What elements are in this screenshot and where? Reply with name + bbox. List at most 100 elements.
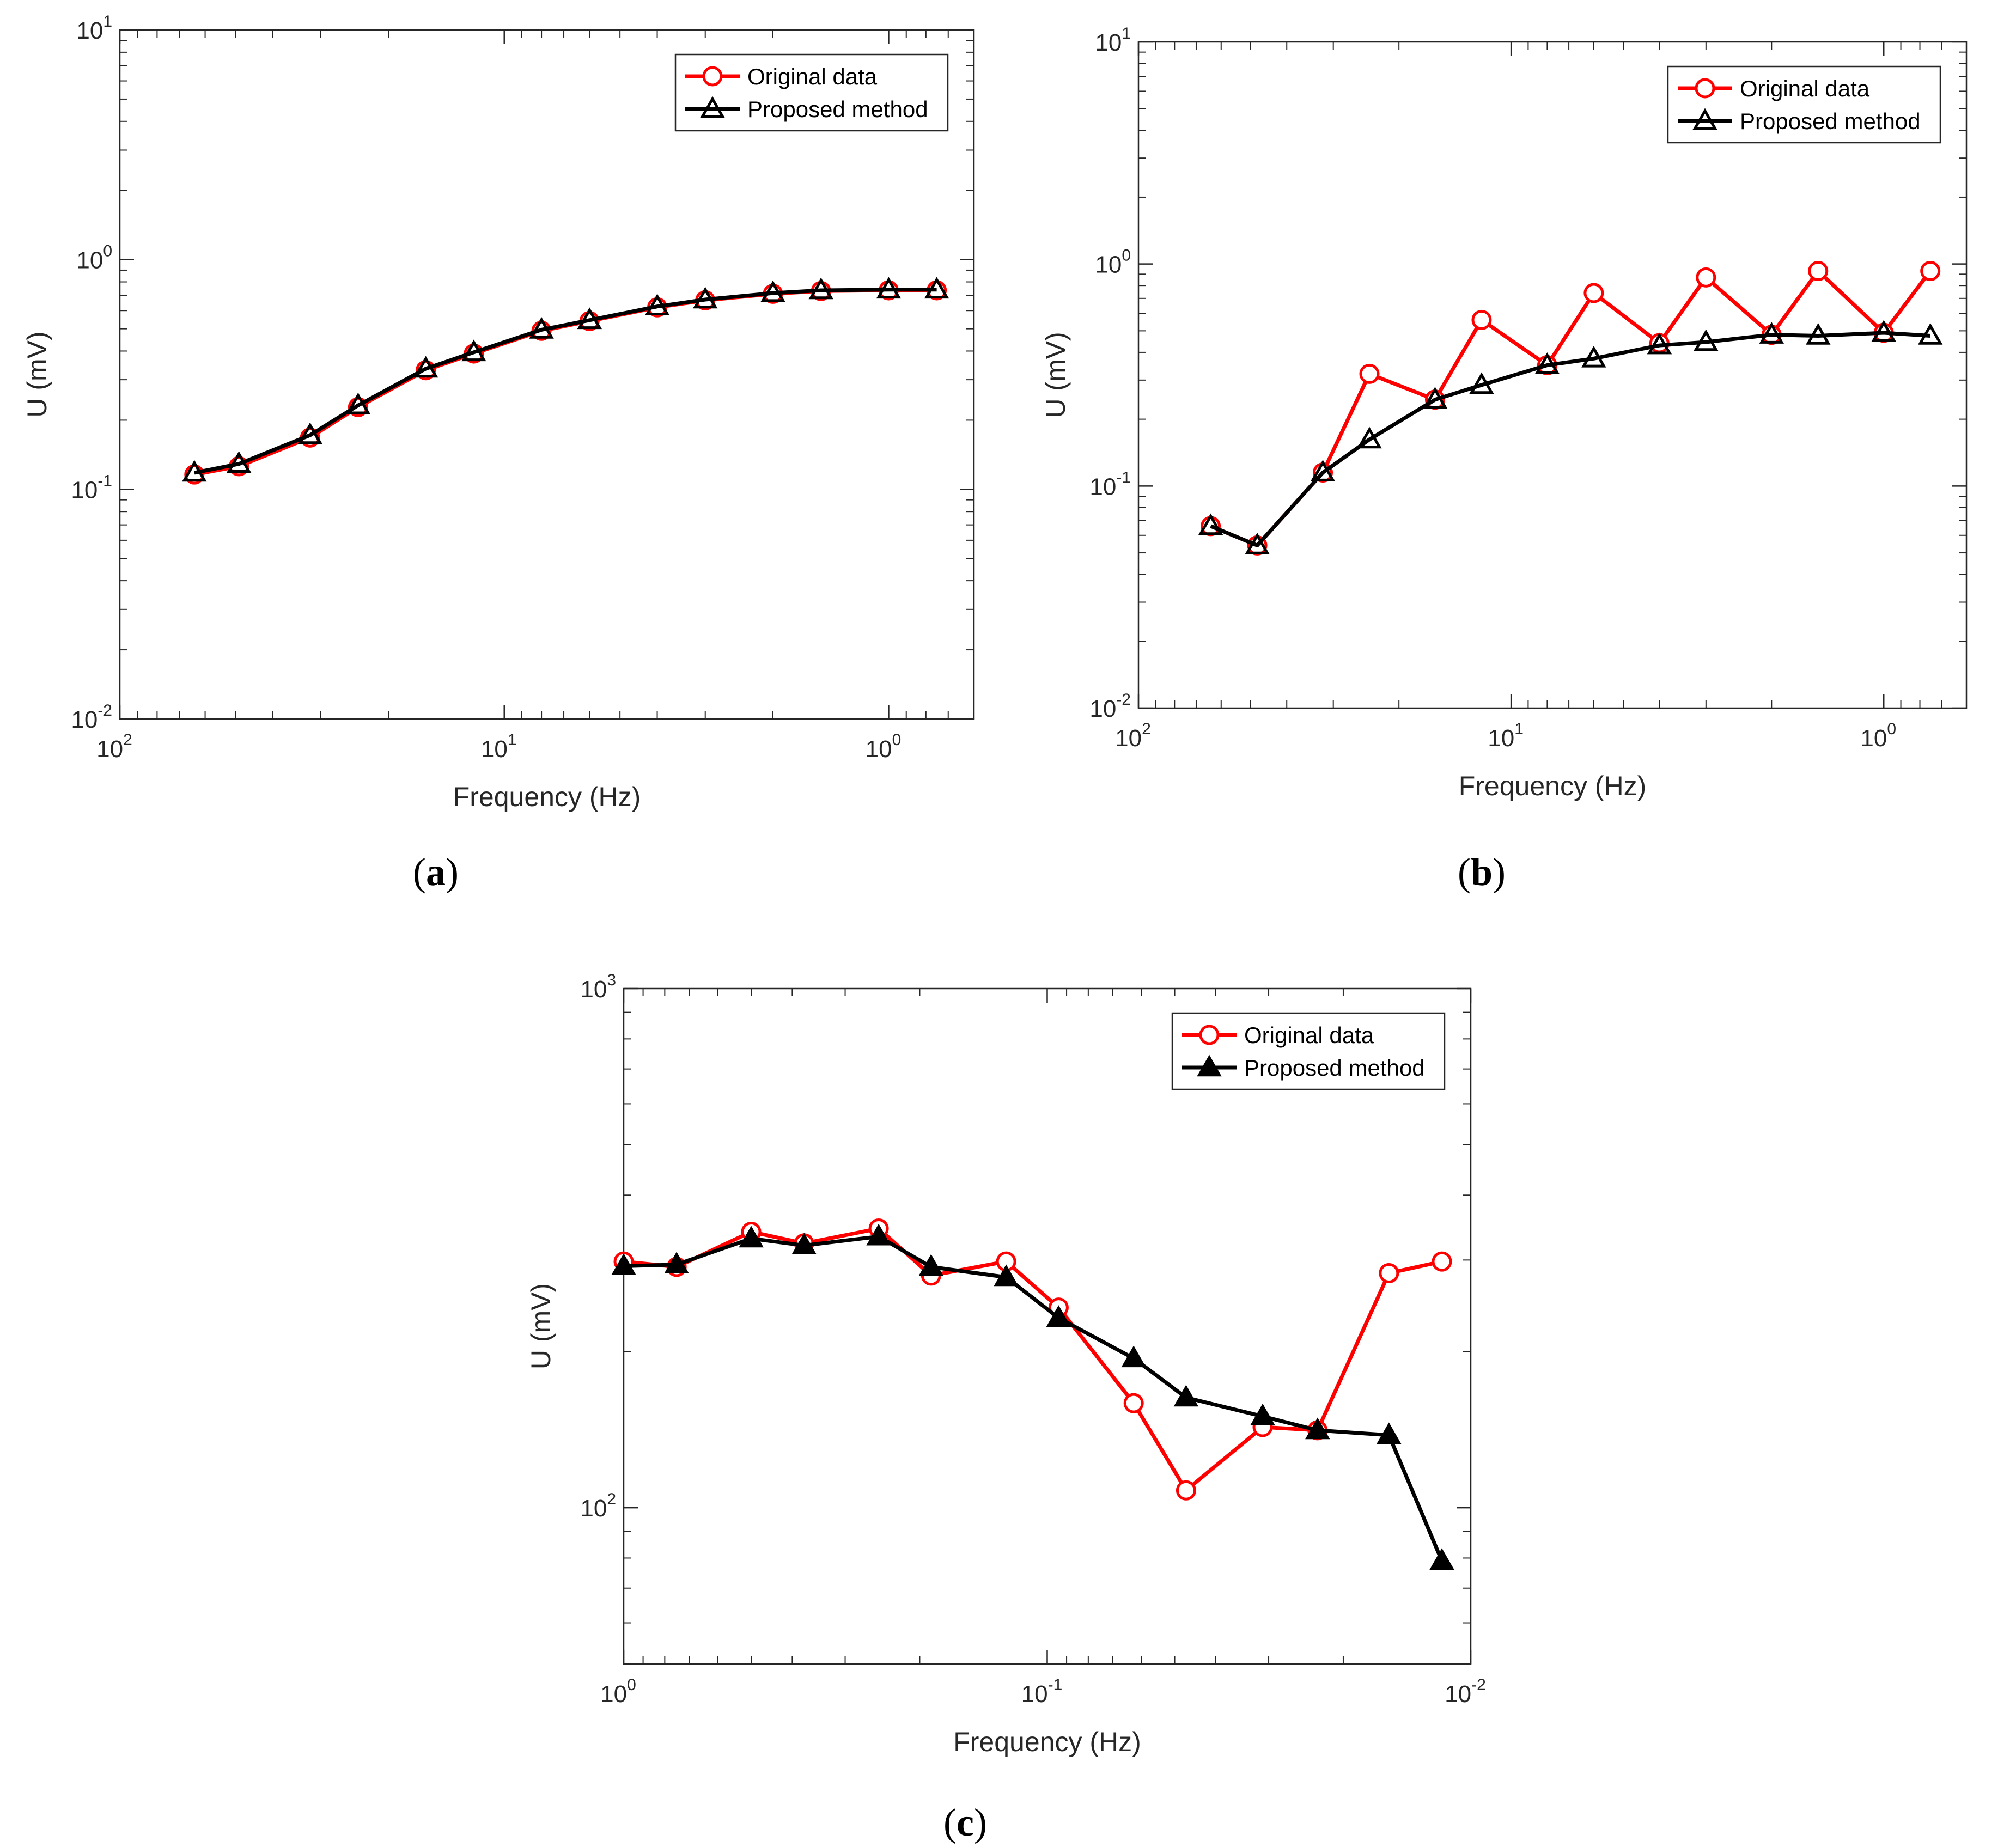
legend-label: Proposed method bbox=[747, 96, 928, 122]
marker-triangle bbox=[760, 280, 785, 302]
x-axis-title: Frequency (Hz) bbox=[953, 1727, 1141, 1757]
text-span: 0 bbox=[1122, 247, 1131, 265]
text-span: 0 bbox=[103, 242, 112, 260]
text-span: 10 bbox=[600, 1681, 627, 1708]
text-span: 10 bbox=[1089, 473, 1116, 500]
marker-triangle bbox=[345, 392, 371, 414]
marker-triangle bbox=[644, 294, 670, 315]
marker-triangle bbox=[918, 1254, 944, 1276]
legend: Original data Proposed method bbox=[674, 53, 949, 132]
marker-triangle bbox=[1357, 426, 1382, 449]
marker-triangle bbox=[1469, 372, 1494, 394]
text-span: 10 bbox=[1089, 696, 1116, 722]
series-line bbox=[1210, 331, 1930, 547]
text-span: 10 bbox=[1488, 725, 1514, 752]
text-span: 10 bbox=[1445, 1681, 1471, 1708]
legend-label: Original data bbox=[1244, 1022, 1374, 1048]
marker-circle bbox=[1359, 363, 1380, 384]
text-span: -2 bbox=[1116, 691, 1131, 709]
series-proposed-method bbox=[1198, 320, 1943, 554]
legend-label: Original data bbox=[747, 64, 878, 89]
text-span: 10 bbox=[1860, 725, 1887, 752]
marker-circle bbox=[1123, 1393, 1144, 1413]
marker-triangle bbox=[1581, 345, 1606, 368]
y-tick-label: 100 bbox=[76, 242, 112, 274]
marker-triangle bbox=[994, 1264, 1019, 1287]
marker-triangle bbox=[1759, 322, 1784, 344]
text-span: 10 bbox=[71, 477, 98, 503]
legend-label: Proposed method bbox=[1740, 108, 1921, 134]
y-axis-title: U (mV) bbox=[526, 1283, 556, 1369]
marker-circle bbox=[702, 66, 723, 87]
marker-triangle bbox=[1692, 108, 1717, 130]
x-tick-label: 101 bbox=[1488, 720, 1524, 752]
panel-label: (c) bbox=[943, 1801, 987, 1844]
x-tick-label: 102 bbox=[1115, 720, 1151, 752]
text-span: 1 bbox=[103, 13, 112, 31]
text-span: -2 bbox=[98, 702, 112, 720]
y-axis-title: U (mV) bbox=[22, 331, 52, 417]
marker-triangle bbox=[297, 422, 322, 444]
text-span: 10 bbox=[76, 247, 103, 274]
x-tick-label: 10-2 bbox=[1445, 1676, 1486, 1708]
series-line bbox=[623, 1234, 1444, 1562]
text-span: 0 bbox=[627, 1676, 636, 1694]
x-tick-label: 10-1 bbox=[1021, 1676, 1063, 1708]
marker-triangle bbox=[413, 356, 438, 378]
text-span: 10 bbox=[481, 736, 508, 763]
marker-triangle bbox=[1534, 352, 1560, 374]
marker-triangle bbox=[1198, 513, 1223, 535]
marker-triangle bbox=[1250, 1403, 1275, 1425]
marker-triangle bbox=[1422, 387, 1448, 409]
series-line bbox=[1210, 269, 1932, 547]
text-span: 10 bbox=[580, 1495, 607, 1522]
series-proposed-method bbox=[611, 1223, 1454, 1570]
y-tick-label: 103 bbox=[580, 971, 616, 1003]
marker-triangle bbox=[1121, 1345, 1146, 1368]
x-tick-label: 100 bbox=[1860, 720, 1896, 752]
marker-triangle bbox=[924, 277, 949, 299]
legend-box bbox=[1171, 1012, 1446, 1090]
text-span: 10 bbox=[71, 706, 98, 733]
x-axis-title: Frequency (Hz) bbox=[453, 782, 641, 812]
y-tick-label: 101 bbox=[1095, 25, 1131, 56]
marker-triangle bbox=[1197, 1054, 1222, 1077]
marker-triangle bbox=[664, 1252, 689, 1273]
marker-circle bbox=[1379, 1263, 1399, 1283]
x-tick-label: 100 bbox=[866, 731, 902, 763]
marker-triangle bbox=[1377, 1422, 1402, 1444]
text-span: 2 bbox=[1142, 720, 1151, 738]
text-span: ) bbox=[974, 1801, 987, 1844]
marker-triangle bbox=[611, 1253, 636, 1275]
legend: Original data Proposed method bbox=[1667, 65, 1941, 144]
marker-circle bbox=[1583, 283, 1604, 303]
marker-triangle bbox=[808, 277, 833, 300]
text-span: 0 bbox=[1887, 720, 1896, 738]
series-proposed-method bbox=[182, 277, 949, 482]
text-span: 1 bbox=[508, 731, 517, 749]
series-line bbox=[194, 288, 937, 475]
marker-circle bbox=[1176, 1480, 1196, 1501]
marker-circle bbox=[1808, 261, 1829, 282]
marker-triangle bbox=[461, 339, 486, 362]
marker-circle bbox=[1696, 267, 1716, 288]
marker-triangle bbox=[1046, 1305, 1071, 1327]
marker-circle bbox=[1199, 1025, 1220, 1045]
plot-area bbox=[119, 29, 975, 720]
panel-label: (a) bbox=[413, 850, 459, 894]
marker-triangle bbox=[226, 451, 252, 473]
marker-circle bbox=[1695, 78, 1715, 99]
text-span: ( bbox=[943, 1801, 957, 1844]
text-span: 10 bbox=[76, 17, 103, 44]
legend: Original data Proposed method bbox=[1171, 1012, 1446, 1090]
marker-triangle bbox=[876, 277, 902, 299]
marker-circle bbox=[1471, 309, 1492, 330]
text-span: 1 bbox=[1122, 25, 1131, 42]
y-axis-title: U (mV) bbox=[1040, 332, 1071, 418]
marker-triangle bbox=[1305, 1417, 1330, 1440]
marker-triangle bbox=[700, 96, 725, 118]
